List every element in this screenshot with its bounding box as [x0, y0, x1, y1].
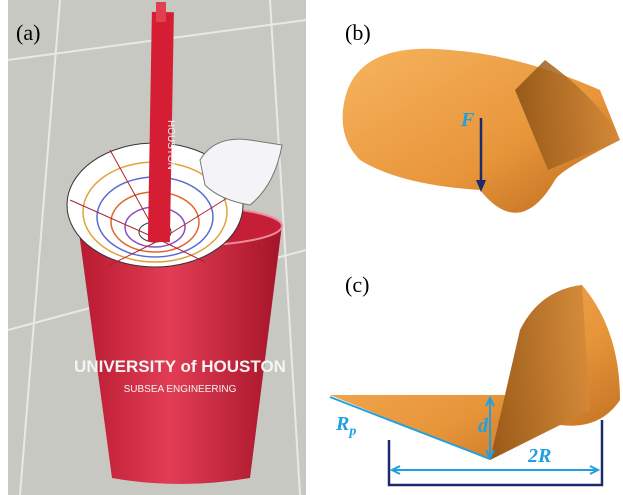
panel-label: (b)	[345, 20, 371, 45]
pen: HOUSTON	[147, 2, 176, 243]
radius-subscript: p	[348, 424, 356, 439]
radius-base: R	[335, 413, 349, 435]
force-arrowhead	[476, 180, 486, 192]
photo: UNIVERSITY of HOUSTON SUBSEA ENGINEERING…	[7, 0, 307, 495]
panel-c: d Rp 2R (c)	[329, 272, 620, 487]
cone-fold	[515, 60, 620, 170]
cup-subtitle: SUBSEA ENGINEERING	[124, 384, 237, 395]
depth-label: d	[478, 415, 489, 437]
cup-title: UNIVERSITY of HOUSTON	[74, 357, 286, 376]
bracket	[387, 420, 604, 487]
cone-fold	[490, 285, 590, 460]
radius-label: Rp	[335, 413, 356, 439]
force-label: F	[460, 109, 475, 131]
panel-label: (c)	[345, 272, 369, 297]
width-label: 2R	[527, 445, 551, 467]
radius-line	[329, 396, 491, 460]
cup	[78, 225, 282, 484]
pen-text: HOUSTON	[165, 120, 176, 170]
panel-label: (a)	[16, 20, 40, 45]
panel-b: F (b)	[342, 20, 620, 213]
